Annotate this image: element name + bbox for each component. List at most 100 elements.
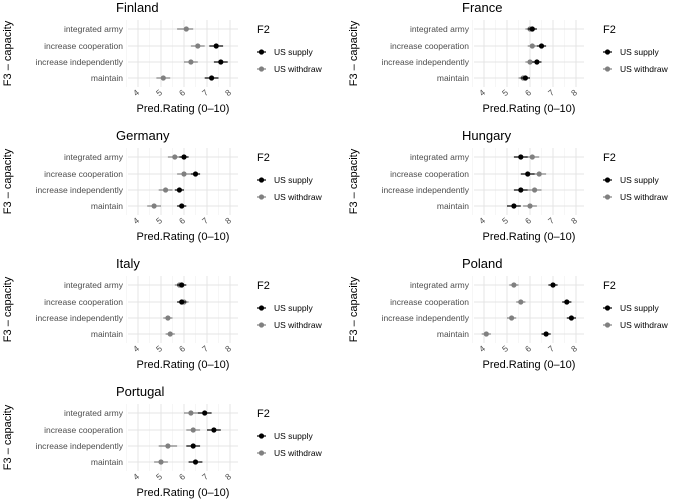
x-tick-label: 4 [131, 343, 141, 354]
x-tick-label: 8 [223, 87, 233, 98]
category-label: maintain [91, 457, 123, 467]
legend-label-us-withdraw: US withdraw [620, 320, 669, 330]
x-axis-title: Pred.Rating (0–10) [483, 103, 576, 115]
y-axis-title: F3 – capacity [2, 20, 14, 86]
point-us-supply [511, 203, 517, 209]
legend-key-point-us-supply [604, 49, 611, 55]
x-axis-title: Pred.Rating (0–10) [137, 103, 230, 115]
legend-title: F2 [603, 24, 616, 36]
x-tick-label: 4 [477, 87, 487, 98]
point-us-withdraw [165, 443, 171, 449]
point-us-withdraw [163, 187, 169, 193]
x-axis-title: Pred.Rating (0–10) [137, 487, 230, 499]
category-label: increase independently [36, 441, 124, 451]
legend-key-point-us-withdraw [258, 322, 265, 328]
x-tick-label: 4 [477, 343, 487, 354]
y-axis-title: F3 – capacity [2, 276, 14, 342]
legend-key-point-us-withdraw [604, 322, 611, 328]
x-tick-label: 7 [200, 343, 210, 354]
point-us-withdraw [183, 26, 189, 32]
legend-key-point-us-supply [604, 177, 611, 183]
legend-label-us-withdraw: US withdraw [620, 192, 669, 202]
category-label: maintain [437, 201, 469, 211]
x-tick-label: 5 [154, 87, 164, 98]
point-us-supply [534, 59, 540, 65]
legend-label-us-withdraw: US withdraw [274, 448, 323, 458]
category-label: integrated army [64, 152, 124, 162]
category-label: increase cooperation [390, 297, 469, 307]
point-us-supply [518, 187, 524, 193]
x-tick-label: 5 [500, 87, 510, 98]
legend-label-us-supply: US supply [620, 303, 659, 313]
x-tick-label: 7 [200, 87, 210, 98]
point-us-withdraw [518, 299, 524, 305]
x-tick-label: 6 [177, 87, 187, 98]
category-label: maintain [91, 201, 123, 211]
point-us-supply [192, 459, 199, 465]
x-tick-label: 8 [223, 471, 233, 482]
legend-label-us-withdraw: US withdraw [620, 64, 669, 74]
category-label: increase independently [382, 185, 470, 195]
x-tick-label: 6 [523, 87, 533, 98]
point-us-supply [179, 299, 185, 305]
x-tick-label: 4 [131, 471, 141, 482]
point-us-withdraw [483, 331, 489, 337]
legend-key-point-us-supply [258, 49, 265, 55]
point-us-supply [568, 315, 575, 321]
point-us-withdraw [529, 154, 535, 160]
category-label: integrated army [64, 280, 124, 290]
category-label: increase cooperation [44, 425, 123, 435]
point-us-supply [202, 410, 208, 416]
x-tick-label: 8 [569, 87, 579, 98]
category-label: increase independently [382, 313, 470, 323]
legend-label-us-supply: US supply [274, 175, 313, 185]
facet-title-poland: Poland [462, 256, 502, 271]
point-us-withdraw [158, 459, 164, 465]
legend-title: F2 [257, 408, 270, 420]
y-axis-title: F3 – capacity [348, 276, 360, 342]
x-tick-label: 4 [131, 215, 141, 226]
legend-key-point-us-withdraw [258, 450, 265, 456]
x-axis-title: Pred.Rating (0–10) [137, 359, 230, 371]
point-us-withdraw [527, 203, 533, 209]
category-label: maintain [437, 329, 469, 339]
legend-key-point-us-withdraw [604, 66, 611, 72]
point-us-withdraw [509, 315, 515, 321]
x-axis-title: Pred.Rating (0–10) [137, 231, 230, 243]
legend-title: F2 [603, 152, 616, 164]
point-us-withdraw [532, 187, 538, 193]
category-label: integrated army [410, 24, 470, 34]
point-us-withdraw [536, 171, 542, 177]
legend-key-point-us-withdraw [258, 66, 265, 72]
legend-label-us-withdraw: US withdraw [274, 192, 323, 202]
category-label: increase cooperation [44, 41, 123, 51]
legend-label-us-withdraw: US withdraw [274, 320, 323, 330]
y-axis-title: F3 – capacity [348, 20, 360, 86]
legend-title: F2 [257, 280, 270, 292]
point-us-withdraw [188, 410, 194, 416]
facet-title-germany: Germany [116, 128, 170, 143]
x-axis-title: Pred.Rating (0–10) [483, 231, 576, 243]
legend-key-point-us-supply [258, 305, 265, 311]
point-us-withdraw [181, 171, 187, 177]
category-label: increase cooperation [390, 41, 469, 51]
x-tick-label: 6 [177, 343, 187, 354]
y-axis-title: F3 – capacity [2, 148, 14, 214]
category-label: maintain [91, 73, 123, 83]
category-label: increase independently [36, 57, 124, 67]
x-tick-label: 7 [546, 343, 556, 354]
legend-title: F2 [257, 152, 270, 164]
point-us-supply [218, 59, 224, 65]
point-us-supply [525, 171, 531, 177]
category-label: increase independently [36, 185, 124, 195]
legend-title: F2 [257, 24, 270, 36]
legend-label-us-supply: US supply [274, 431, 313, 441]
point-us-withdraw [511, 282, 517, 288]
point-us-supply [179, 282, 185, 288]
x-tick-label: 5 [154, 215, 164, 226]
legend-key-point-us-supply [604, 305, 611, 311]
point-us-withdraw [527, 59, 533, 65]
x-tick-label: 8 [569, 343, 579, 354]
category-label: increase cooperation [44, 169, 123, 179]
